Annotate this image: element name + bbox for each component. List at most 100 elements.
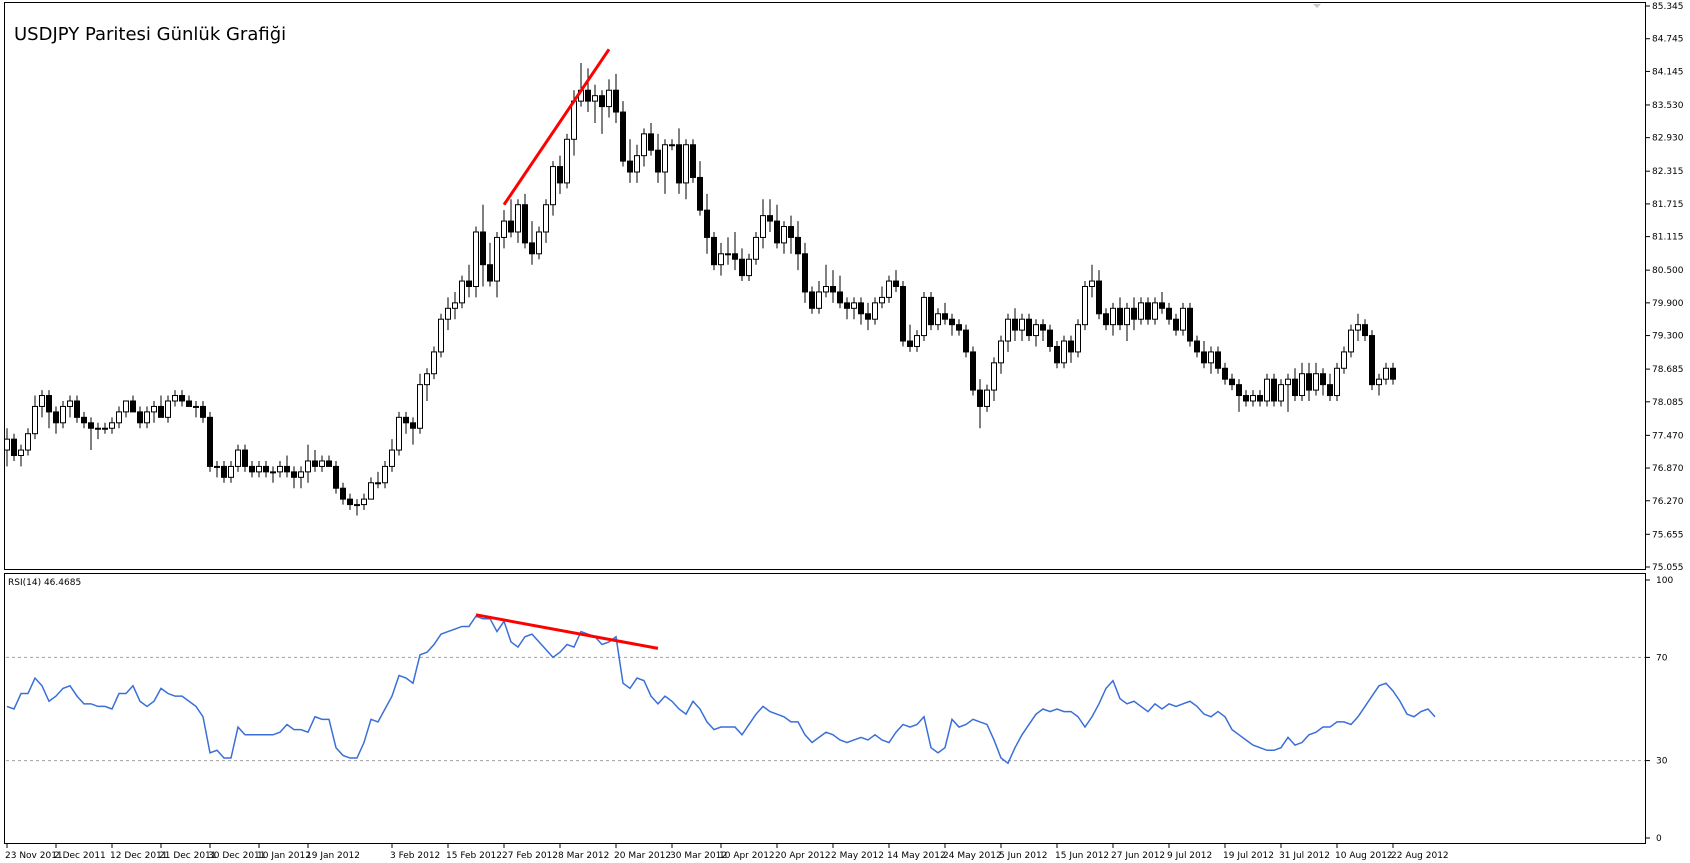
candle — [179, 390, 185, 407]
candle-body-up — [123, 400, 129, 413]
candle-body-up — [683, 144, 689, 184]
candle — [718, 242, 724, 276]
candle-body-up — [382, 465, 388, 484]
price-trendline[interactable] — [502, 48, 611, 206]
candle-body-up — [662, 144, 668, 173]
candle — [1026, 313, 1032, 342]
candle-body-down — [676, 144, 682, 184]
x-tick-label: 24 May 2012 — [943, 851, 1002, 861]
candle-body-down — [88, 422, 94, 429]
candle — [354, 499, 360, 516]
price-y-tick-label: 75.655 — [1652, 530, 1684, 540]
x-tick-label: 20 Apr 2012 — [775, 851, 831, 861]
candle-body-down — [242, 449, 248, 467]
candle-body-down — [410, 422, 416, 429]
candle — [1369, 330, 1375, 391]
candle — [284, 455, 290, 478]
candle-body-down — [809, 291, 815, 309]
candle — [1138, 297, 1144, 325]
candle-body-up — [1152, 302, 1158, 320]
candle — [900, 281, 906, 347]
candle — [1166, 302, 1172, 325]
candle-body-down — [1201, 351, 1207, 364]
candle-body-down — [340, 487, 346, 500]
candle — [1348, 324, 1354, 358]
candle — [998, 335, 1004, 374]
candle-body-up — [368, 482, 374, 500]
chart-title: USDJPY Paritesi Günlük Grafiği — [14, 24, 286, 45]
candle — [1068, 335, 1074, 363]
candle-body-down — [46, 395, 52, 413]
candle-body-up — [1019, 318, 1025, 331]
candle — [95, 422, 101, 440]
candle-body-up — [1341, 351, 1347, 369]
candle — [865, 302, 871, 331]
candle — [795, 221, 801, 271]
candle-body-up — [1082, 286, 1088, 326]
candle-body-down — [704, 209, 710, 238]
candle — [1187, 302, 1193, 347]
candle-body-up — [1075, 324, 1081, 353]
candle — [1313, 362, 1319, 396]
candle — [1257, 390, 1263, 407]
candle — [130, 395, 136, 413]
candle-body-up — [725, 253, 731, 256]
candle — [424, 368, 430, 401]
candle-body-down — [739, 258, 745, 277]
candle — [557, 155, 563, 194]
candle — [984, 384, 990, 412]
candle — [809, 286, 815, 314]
x-tick-label: 9 Jul 2012 — [1167, 851, 1212, 861]
candle-body-down — [1236, 384, 1242, 397]
candle — [270, 466, 276, 483]
candle-body-up — [95, 427, 101, 430]
candle — [1264, 373, 1270, 407]
candle — [830, 270, 836, 303]
rsi-trendline[interactable] — [475, 613, 659, 650]
candle — [1327, 373, 1333, 401]
candle-body-up — [361, 498, 367, 506]
scroll-marker-icon[interactable] — [1313, 4, 1321, 8]
candle-body-down — [690, 144, 696, 178]
candle — [200, 400, 206, 423]
candle — [697, 161, 703, 216]
candle — [732, 231, 738, 271]
candle — [46, 390, 52, 429]
candle — [1236, 379, 1242, 412]
candle — [494, 231, 500, 298]
candle-body-down — [1117, 307, 1123, 326]
candle — [620, 101, 626, 167]
candle — [172, 390, 178, 407]
candle-body-up — [1124, 307, 1130, 326]
candle-body-up — [872, 302, 878, 320]
candle — [676, 128, 682, 194]
candle-body-up — [914, 335, 920, 347]
candle — [109, 417, 115, 434]
x-tick-label: 23 Nov 2011 — [5, 851, 63, 861]
x-tick-label: 19 Jul 2012 — [1223, 851, 1274, 861]
candle — [1040, 319, 1046, 342]
candle-body-up — [4, 438, 10, 451]
price-y-tick-label: 75.055 — [1652, 563, 1684, 573]
candle-body-down — [1145, 302, 1151, 320]
candle — [473, 226, 479, 298]
candle-body-down — [802, 253, 808, 293]
candle — [802, 242, 808, 303]
candle-body-up — [144, 411, 150, 424]
candle — [242, 444, 248, 472]
candle — [963, 324, 969, 358]
candle-body-up — [1061, 340, 1067, 364]
candle-body-down — [284, 465, 290, 473]
x-tick-label: 14 May 2012 — [887, 851, 946, 861]
candle — [781, 221, 787, 254]
candle-body-up — [1376, 378, 1382, 386]
candle — [956, 319, 962, 336]
candle-body-up — [1313, 373, 1319, 391]
candle — [326, 455, 332, 467]
price-annotations — [502, 48, 611, 206]
candle — [1131, 297, 1137, 331]
candle — [207, 411, 213, 472]
candle — [550, 161, 556, 216]
